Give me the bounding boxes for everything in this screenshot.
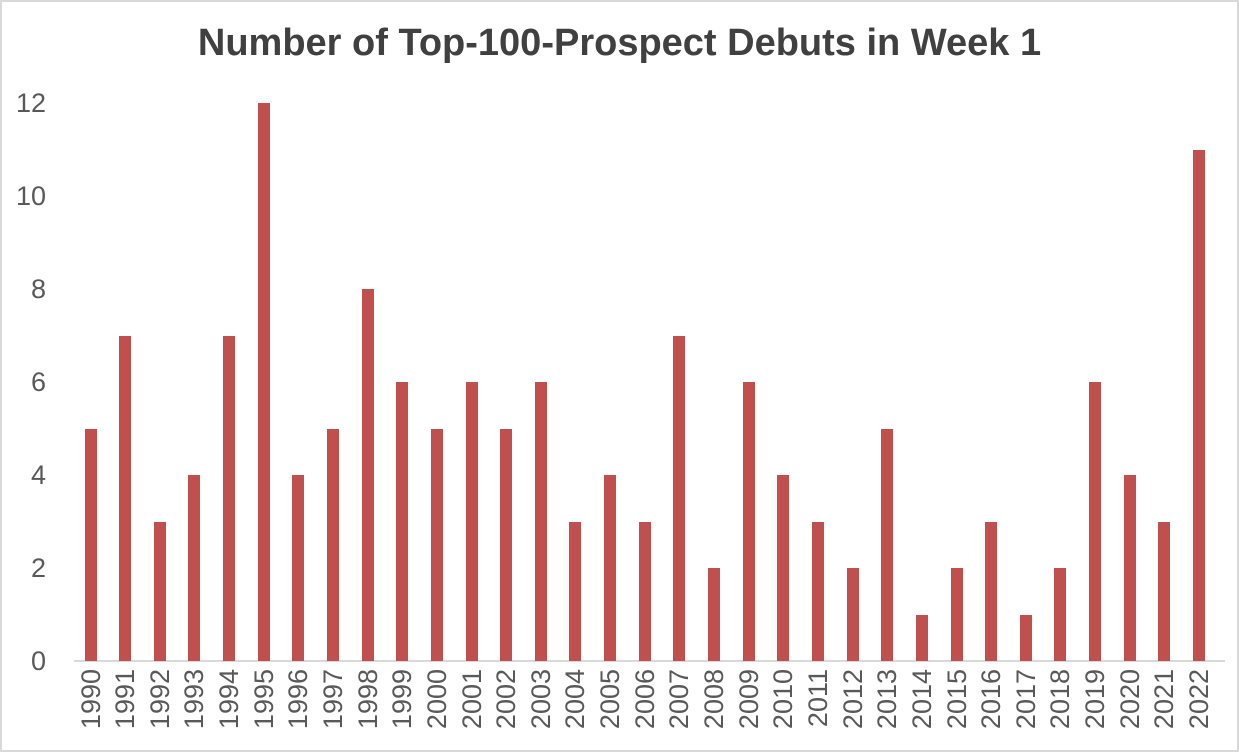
x-axis-tick-label: 2001 [456, 669, 487, 730]
bar-2014 [915, 614, 928, 661]
bar-2006 [638, 521, 651, 661]
bar-2020 [1123, 475, 1136, 661]
x-axis-tick-label: 2022 [1183, 669, 1214, 730]
x-axis-tick-label: 2005 [595, 669, 626, 730]
x-axis-tick-label: 2015 [941, 669, 972, 730]
bar-2017 [1019, 614, 1032, 661]
x-axis-tick-label: 1995 [248, 669, 279, 730]
bar-1997 [326, 428, 339, 661]
bar-2002 [500, 428, 513, 661]
chart-title: Number of Top-100-Prospect Debuts in Wee… [197, 22, 1042, 64]
x-axis-tick-label: 2018 [1045, 669, 1076, 730]
bar-2001 [465, 382, 478, 661]
bar-2016 [985, 521, 998, 661]
bar-1995 [257, 103, 270, 661]
bar-2018 [1054, 568, 1067, 661]
x-axis-tick-label: 2011 [802, 669, 833, 728]
y-axis-tick-label: 6 [30, 367, 46, 397]
x-axis-tick-label: 1990 [75, 669, 106, 730]
y-axis-tick-label: 0 [30, 646, 46, 676]
x-axis-tick-label: 2019 [1080, 669, 1111, 730]
x-axis-tick-label: 2004 [560, 669, 591, 730]
bar-2008 [708, 568, 721, 661]
x-axis-tick-label: 2007 [664, 669, 695, 730]
x-axis-tick-label: 1993 [179, 669, 210, 730]
x-axis-tick-label: 1996 [283, 669, 314, 730]
x-axis-tick-label: 2000 [421, 669, 452, 730]
bar-2019 [1089, 382, 1102, 661]
x-axis-tick-label: 2002 [491, 669, 522, 730]
bar-2011 [811, 521, 824, 661]
x-axis-tick-label: 2008 [699, 669, 730, 730]
bar-2022 [1192, 149, 1205, 661]
x-axis-tick-label: 1998 [352, 669, 383, 730]
y-axis-tick-label: 12 [15, 88, 46, 118]
bar-1998 [361, 289, 374, 661]
x-axis-tick-label: 2017 [1010, 669, 1041, 730]
y-axis-tick-label: 8 [30, 274, 46, 304]
x-axis-tick-label: 1994 [214, 669, 245, 730]
bar-2004 [569, 521, 582, 661]
x-axis-tick-label: 2010 [768, 669, 799, 730]
x-axis-tick-label: 1991 [110, 669, 141, 730]
x-axis-tick-label: 1999 [387, 669, 418, 730]
x-axis-tick-label: 2006 [629, 669, 660, 730]
x-axis-tick-label: 2014 [906, 669, 937, 730]
bar-1996 [292, 475, 305, 661]
x-axis-tick-label: 2021 [1149, 669, 1180, 730]
bar-1992 [153, 521, 166, 661]
x-axis-tick-label: 1997 [317, 669, 348, 730]
bar-2013 [881, 428, 894, 661]
bar-1994 [223, 335, 236, 661]
x-axis-line [74, 660, 1225, 662]
bar-2003 [534, 382, 547, 661]
x-axis-tick-label: 2013 [872, 669, 903, 730]
bar-1993 [188, 475, 201, 661]
x-axis-tick-label: 2016 [976, 669, 1007, 730]
x-axis-tick-label: 2003 [525, 669, 556, 730]
bar-2015 [950, 568, 963, 661]
bar-2000 [430, 428, 443, 661]
y-axis-tick-label: 2 [30, 553, 46, 583]
y-axis-tick-label: 4 [30, 460, 46, 490]
x-axis-tick-label: 1992 [144, 669, 175, 730]
y-axis-tick-label: 10 [15, 181, 46, 211]
x-axis-tick-label: 2009 [733, 669, 764, 730]
bar-2021 [1158, 521, 1171, 661]
bar-2007 [673, 335, 686, 661]
x-axis-tick-label: 2020 [1114, 669, 1145, 730]
bar-1991 [119, 335, 132, 661]
x-axis-tick-label: 2012 [837, 669, 868, 730]
bar-2010 [777, 475, 790, 661]
bar-2005 [604, 475, 617, 661]
bar-2012 [846, 568, 859, 661]
bar-1999 [396, 382, 409, 661]
bar-2009 [742, 382, 755, 661]
bar-1990 [84, 428, 97, 661]
